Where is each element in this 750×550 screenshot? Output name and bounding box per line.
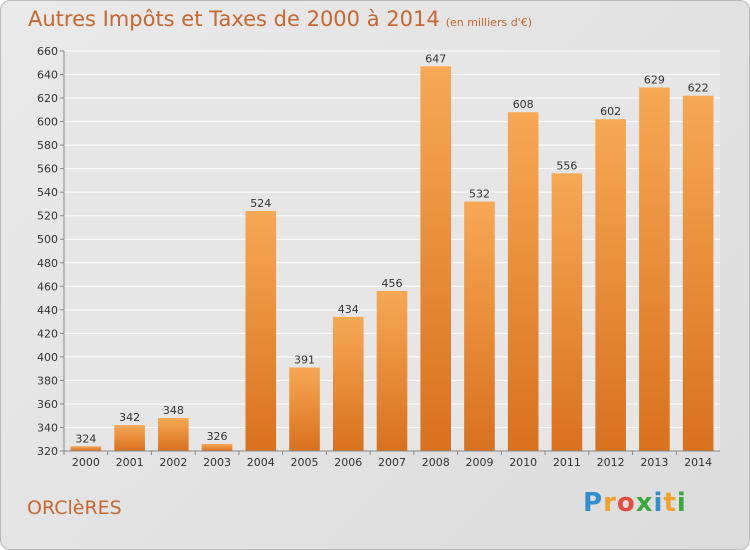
value-label: 647 <box>425 52 446 65</box>
y-tick-label: 320 <box>37 445 58 458</box>
y-tick-label: 340 <box>37 421 58 434</box>
y-tick-label: 500 <box>37 233 58 246</box>
bar-2014 <box>682 95 714 452</box>
x-tick-label: 2004 <box>247 456 275 469</box>
x-tick-label: 2010 <box>509 456 537 469</box>
bar-2006 <box>332 316 364 451</box>
chart-subtitle: (en milliers d'€) <box>445 16 532 29</box>
y-axis-ticks: 320 340 360 380 400 420 440 460 480 500 520 540 560 5… <box>37 45 64 458</box>
bar-2003 <box>201 443 233 451</box>
logo-letter: r <box>603 488 617 518</box>
x-tick-label: 2014 <box>684 456 712 469</box>
y-tick-label: 460 <box>37 280 58 293</box>
bar-2004 <box>245 211 277 451</box>
value-label: 532 <box>469 188 490 201</box>
y-tick-label: 640 <box>37 69 58 82</box>
x-tick-label: 2007 <box>378 456 406 469</box>
value-label: 629 <box>644 73 665 86</box>
bar-2010 <box>507 112 539 452</box>
x-tick-label: 2008 <box>422 456 450 469</box>
bars: 324 342 348 326 524 391 434 456 647 532 608 556 602 6… <box>70 52 714 452</box>
bar-2011 <box>551 173 583 451</box>
x-tick-label: 2002 <box>159 456 187 469</box>
bar-2000 <box>70 446 102 451</box>
value-label: 391 <box>294 353 315 366</box>
x-tick-label: 2012 <box>597 456 625 469</box>
logo-letter: i <box>676 488 687 518</box>
y-tick-label: 560 <box>37 163 58 176</box>
x-tick-label: 2009 <box>465 456 493 469</box>
x-tick-label: 2011 <box>553 456 581 469</box>
logo-letter: x <box>635 488 654 518</box>
y-tick-label: 600 <box>37 116 58 129</box>
x-tick-label: 2001 <box>116 456 144 469</box>
x-tick-label: 2000 <box>72 456 100 469</box>
y-tick-label: 540 <box>37 186 58 199</box>
y-tick-label: 360 <box>37 398 58 411</box>
bar-2007 <box>376 291 408 451</box>
bar-2013 <box>639 87 670 452</box>
value-label: 342 <box>119 411 140 424</box>
x-tick-label: 2013 <box>640 456 668 469</box>
value-label: 456 <box>382 277 403 290</box>
y-tick-label: 380 <box>37 374 58 387</box>
y-tick-label: 480 <box>37 257 58 270</box>
value-label: 434 <box>338 303 359 316</box>
y-tick-label: 440 <box>37 304 58 317</box>
chart-title-text: Autres Impôts et Taxes de 2000 à 2014 <box>28 7 440 31</box>
chart-title: Autres Impôts et Taxes de 2000 à 2014 (en… <box>28 7 532 31</box>
y-tick-label: 420 <box>37 327 58 340</box>
x-tick-label: 2006 <box>334 456 362 469</box>
value-label: 326 <box>207 430 228 443</box>
bar-2009 <box>464 201 495 451</box>
x-tick-label: 2005 <box>291 456 319 469</box>
bar-2012 <box>595 119 626 451</box>
value-label: 602 <box>600 105 621 118</box>
x-axis-ticks: 2000 2001 2002 2003 2004 2005 2006 2007 2008 2009… <box>63 451 712 469</box>
bar-2001 <box>114 425 145 451</box>
value-label: 348 <box>163 404 184 417</box>
bar-2002 <box>158 418 189 451</box>
value-label: 556 <box>556 159 577 172</box>
commune-name: ORClèRES <box>27 497 122 519</box>
value-label: 324 <box>75 432 96 445</box>
logo-letter: P <box>583 488 604 518</box>
logo-letter: o <box>616 488 636 518</box>
y-tick-label: 660 <box>37 45 58 58</box>
proxiti-logo: Proxiti <box>583 488 687 518</box>
value-label: 608 <box>513 98 534 111</box>
bar-2008 <box>420 66 452 451</box>
y-tick-label: 400 <box>37 351 58 364</box>
y-tick-label: 580 <box>37 139 58 152</box>
y-tick-label: 620 <box>37 92 58 105</box>
logo-letter: t <box>663 488 677 518</box>
value-label: 622 <box>688 82 709 95</box>
value-label: 524 <box>250 197 271 210</box>
x-tick-label: 2003 <box>203 456 231 469</box>
logo-letter: i <box>653 488 664 518</box>
bar-2005 <box>289 367 320 451</box>
y-tick-label: 520 <box>37 210 58 223</box>
